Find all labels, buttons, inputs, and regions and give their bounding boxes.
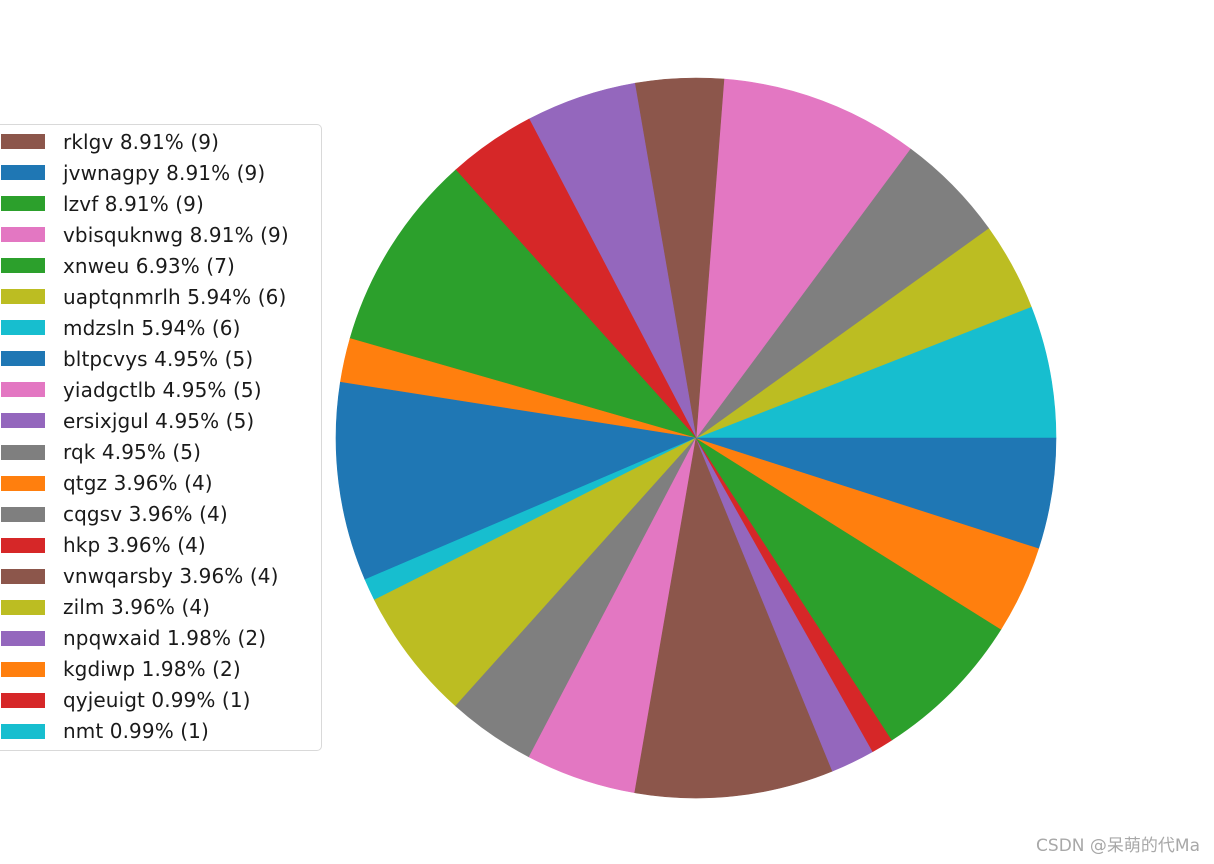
legend-label: ersixjgul 4.95% (5) [63,408,255,433]
chart-legend: rklgv 8.91% (9) jvwnagpy 8.91% (9) lzvf 8.… [0,124,322,751]
legend-swatch [1,413,45,429]
legend-swatch [1,196,45,212]
legend-item-rklgv: rklgv 8.91% (9) [0,126,219,157]
legend-label: hkp 3.96% (4) [63,533,206,558]
legend-item-uaptqnmrlh: uaptqnmrlh 5.94% (6) [0,281,286,312]
legend-label: cqgsv 3.96% (4) [63,502,228,527]
legend-item-cqgsv: cqgsv 3.96% (4) [0,499,228,530]
legend-item-rqk: rqk 4.95% (5) [0,437,201,468]
legend-swatch [1,165,45,181]
legend-label: rqk 4.95% (5) [63,440,202,464]
pie-slice-3 [695,78,911,440]
legend-item-vbisquknwg: vbisquknwg 8.91% (9) [0,219,289,250]
legend-item-mdzsln: mdzsln 5.94% (6) [0,312,241,343]
legend-label: lzvf 8.91% (9) [63,191,204,216]
legend-item-qyjeuigt: qyjeuigt 0.99% (1) [0,685,251,716]
legend-label: bltpcvys 4.95% (5) [63,346,254,371]
legend-item-ersixjgul: ersixjgul 4.95% (5) [0,405,254,436]
legend-item-bltpcvys: bltpcvys 4.95% (5) [0,343,253,374]
legend-swatch [1,723,45,739]
legend-swatch [1,227,45,243]
pie-slice-14 [634,436,833,799]
watermark-text: CSDN @呆萌的代Ma [1036,836,1200,856]
legend-swatch [1,320,45,336]
legend-item-xnweu: xnweu 6.93% (7) [0,250,235,281]
pie-slice-17 [695,437,1002,741]
legend-swatch [1,351,45,367]
pie-slice-19 [695,437,1057,549]
legend-swatch [1,692,45,708]
legend-label: zilm 3.96% (4) [63,595,211,620]
pie-slice-7 [349,169,697,439]
legend-item-kgdiwp: kgdiwp 1.98% (2) [0,654,241,685]
legend-label: nmt 0.99% (1) [63,719,209,744]
legend-label: qtgz 3.96% (4) [63,471,213,496]
legend-swatch [1,599,45,615]
legend-swatch [1,506,45,522]
legend-swatch [1,475,45,491]
legend-item-vnwqarsby: vnwqarsby 3.96% (4) [0,561,278,592]
pie-slice-11 [374,437,697,707]
legend-item-yiadgctlb: yiadgctlb 4.95% (5) [0,374,262,405]
legend-label: vbisquknwg 8.91% (9) [63,222,289,247]
legend-swatch [1,568,45,584]
legend-item-zilm: zilm 3.96% (4) [0,592,210,623]
legend-label: kgdiwp 1.98% (2) [63,657,241,682]
legend-label: vnwqarsby 3.96% (4) [63,564,279,589]
pie-slice-9 [335,381,698,581]
pie-slice-0 [695,306,1057,439]
legend-label: qyjeuigt 0.99% (1) [63,688,251,713]
legend-item-qtgz: qtgz 3.96% (4) [0,468,213,499]
legend-swatch [1,382,45,398]
legend-swatch [1,258,45,274]
legend-item-hkp: hkp 3.96% (4) [0,530,206,561]
legend-swatch [1,661,45,677]
legend-item-npqwxaid: npqwxaid 1.98% (2) [0,623,266,654]
legend-label: mdzsln 5.94% (6) [63,315,241,340]
legend-swatch [1,289,45,305]
legend-label: rklgv 8.91% (9) [63,129,219,154]
legend-label: jvwnagpy 8.91% (9) [63,160,266,185]
legend-label: uaptqnmrlh 5.94% (6) [63,284,287,309]
legend-item-nmt: nmt 0.99% (1) [0,716,209,747]
legend-label: xnweu 6.93% (7) [63,253,235,278]
legend-swatch [1,630,45,646]
legend-label: npqwxaid 1.98% (2) [63,626,267,651]
legend-swatch [1,134,45,149]
legend-label: yiadgctlb 4.95% (5) [63,377,262,402]
legend-item-jvwnagpy: jvwnagpy 8.91% (9) [0,157,265,188]
legend-swatch [1,444,45,460]
legend-swatch [1,537,45,553]
legend-item-lzvf: lzvf 8.91% (9) [0,188,204,219]
